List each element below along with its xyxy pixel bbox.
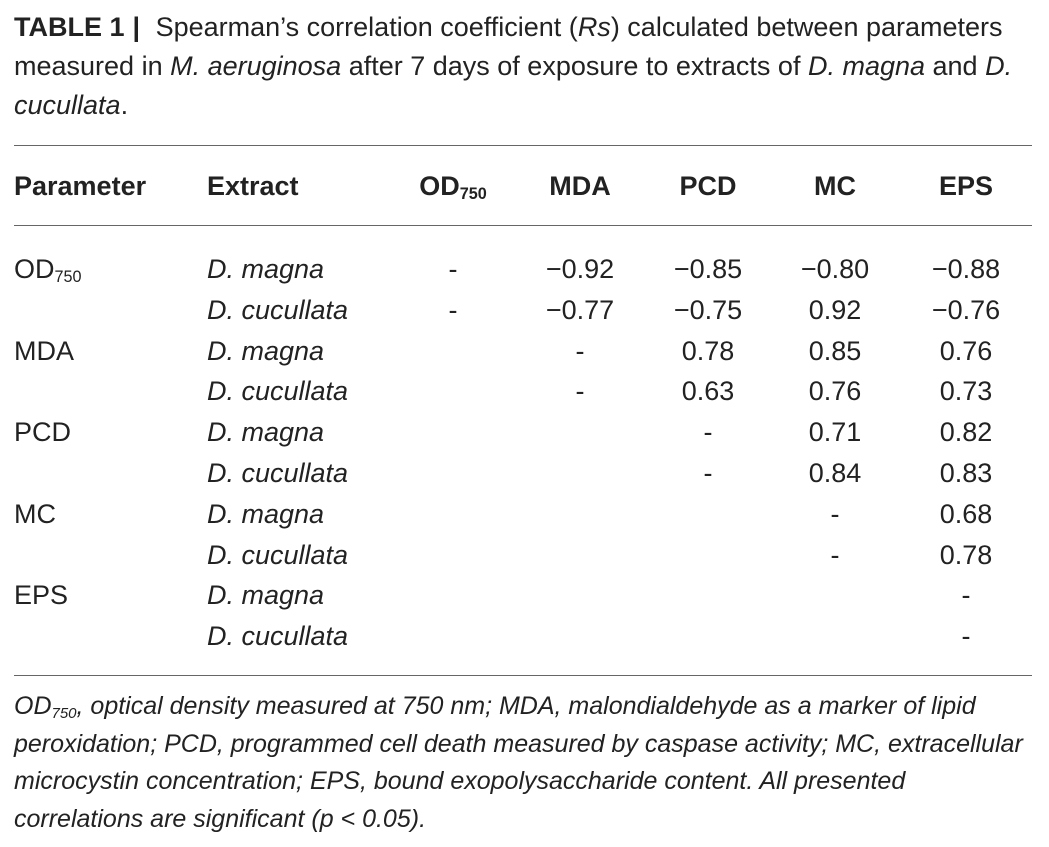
cell-eps: 0.82 (939, 417, 993, 448)
cell-eps: 0.78 (939, 539, 993, 570)
table-header-rule (14, 225, 1032, 226)
cell-eps: 0.83 (939, 458, 993, 488)
caption-text: Spearman’s correlation coefficient ( (148, 12, 578, 42)
cell-mc: 0.84 (808, 458, 862, 488)
header-extract: Extract (207, 171, 299, 201)
table-top-rule (14, 145, 1032, 146)
row-extract: D. magna (207, 417, 325, 448)
row-extract: D. magna (207, 254, 325, 284)
header-od750: OD750 (419, 171, 487, 204)
cell-mda: - (575, 335, 585, 366)
table-footnote: OD750, optical density measured at 750 n… (14, 692, 1023, 833)
cell-pcd: −0.75 (673, 294, 743, 325)
row-parameter: PCD (14, 417, 72, 448)
table-label: TABLE 1 (14, 12, 125, 42)
cell-pcd: 0.78 (681, 335, 735, 366)
cell-mc: - (830, 498, 840, 529)
cell-eps: - (961, 621, 971, 652)
caption-separator: | (132, 12, 141, 42)
cell-mc: 0.76 (808, 376, 862, 407)
row-extract: D. cucullata (207, 458, 349, 488)
cell-pcd: - (703, 458, 713, 488)
cell-mda: −0.77 (545, 294, 615, 325)
caption-rs: Rs (577, 12, 611, 42)
row-extract: D. cucullata (207, 621, 349, 652)
cell-pcd: - (703, 417, 713, 448)
cell-mc: 0.92 (808, 294, 862, 325)
caption-species: M. aeruginosa (170, 51, 342, 81)
row-parameter: MDA (14, 335, 74, 366)
cell-eps: −0.76 (931, 294, 1001, 325)
cell-mc: - (830, 539, 840, 570)
cell-pcd: −0.85 (673, 254, 743, 284)
cell-eps: 0.73 (939, 376, 993, 407)
row-extract: D. cucullata (207, 376, 349, 407)
header-parameter: Parameter (14, 171, 147, 201)
cell-od: - (448, 294, 458, 325)
row-parameter: EPS (14, 580, 69, 611)
caption-text: and (925, 51, 986, 81)
cell-mc: 0.85 (808, 335, 862, 366)
cell-od: - (448, 254, 458, 284)
header-mda: MDA (549, 171, 611, 201)
cell-eps: −0.88 (931, 254, 1001, 284)
row-extract: D. cucullata (207, 539, 349, 570)
cell-eps: 0.68 (939, 498, 993, 529)
header-eps: EPS (938, 171, 994, 201)
table-bottom-rule (14, 675, 1032, 676)
caption-text: ) calculated between parameters measured… (14, 12, 1003, 81)
cell-mda: - (575, 376, 585, 407)
cell-eps: - (961, 580, 971, 611)
caption-species: D. magna (807, 51, 926, 81)
cell-pcd: 0.63 (681, 376, 735, 407)
row-parameter: OD750 (14, 254, 82, 287)
row-extract: D. cucullata (207, 294, 349, 325)
caption-species: D. cucullata (14, 51, 1013, 120)
header-mc: MC (814, 171, 856, 201)
cell-mc: −0.80 (800, 254, 870, 284)
table-caption: TABLE 1 | Spearman’s correlation coeffici… (14, 8, 1024, 125)
cell-eps: 0.76 (939, 335, 993, 366)
row-extract: D. magna (207, 335, 325, 366)
row-parameter: MC (14, 498, 56, 529)
row-extract: D. magna (207, 580, 325, 611)
row-extract: D. magna (207, 498, 325, 529)
header-pcd: PCD (679, 171, 737, 201)
caption-text: . (120, 90, 129, 120)
caption-text: after 7 days of exposure to extracts of (341, 51, 808, 81)
cell-mc: 0.71 (808, 417, 862, 448)
cell-mda: −0.92 (545, 254, 615, 284)
